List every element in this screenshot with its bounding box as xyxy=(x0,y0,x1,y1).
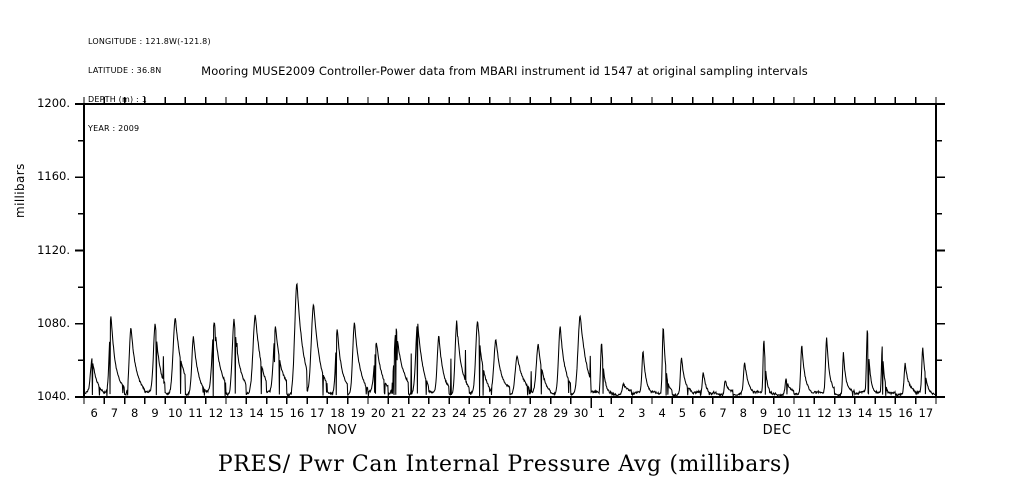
y-tick-label: 1160. xyxy=(37,169,70,184)
data-trace-layer xyxy=(84,282,936,397)
x-tick-label: 18 xyxy=(330,406,345,420)
x-tick-label: 23 xyxy=(431,406,447,420)
y-tick-label: 1200. xyxy=(37,96,70,110)
x-tick-label: 15 xyxy=(269,406,285,420)
x-tick-label: 5 xyxy=(678,406,687,420)
x-tick-label: 10 xyxy=(167,406,183,420)
x-tick-label: 14 xyxy=(249,406,264,420)
x-tick-label: 19 xyxy=(350,406,366,420)
x-tick-label: 17 xyxy=(309,406,325,420)
x-tick-label: 25 xyxy=(472,406,487,420)
x-tick-label: 13 xyxy=(837,406,853,420)
x-tick-label: 29 xyxy=(553,406,569,420)
x-tick-label: 26 xyxy=(492,406,508,420)
x-tick-label: 9 xyxy=(759,406,768,420)
x-tick-label: 11 xyxy=(188,406,203,420)
month-label-nov: NOV xyxy=(326,423,358,438)
y-tick-label: 1080. xyxy=(37,315,70,330)
x-tick-label: 1 xyxy=(597,406,605,420)
x-tick-label: 15 xyxy=(877,406,893,420)
x-tick-label: 7 xyxy=(110,406,119,420)
x-tick-label: 13 xyxy=(228,406,244,420)
metadata-longitude: LONGITUDE : 121.8W(-121.8) xyxy=(88,37,211,47)
metadata-latitude: LATITUDE : 36.8N xyxy=(88,65,162,75)
x-tick-label: 12 xyxy=(208,406,224,420)
x-tick-label: 17 xyxy=(918,406,934,420)
x-tick-label: 4 xyxy=(658,406,666,420)
x-tick-label: 2 xyxy=(617,406,626,420)
x-tick-label: 14 xyxy=(857,406,873,420)
chart-caption: PRES/ Pwr Can Internal Pressure Avg (mil… xyxy=(217,452,792,477)
x-tick-label: 28 xyxy=(533,406,548,420)
y-tick-label: 1120. xyxy=(37,242,70,257)
x-tick-label: 8 xyxy=(739,406,747,420)
x-tick-label: 22 xyxy=(411,406,427,420)
x-tick-label: 10 xyxy=(776,406,792,420)
pressure-trace xyxy=(84,282,936,397)
metadata-year: YEAR : 2009 xyxy=(88,123,140,133)
x-tick-label: 6 xyxy=(699,406,707,420)
x-tick-label: 12 xyxy=(817,406,832,420)
x-tick-label: 16 xyxy=(289,406,305,420)
y-tick-label: 1040. xyxy=(37,389,70,403)
axis-layer xyxy=(75,97,945,408)
x-tick-label: 27 xyxy=(512,406,528,420)
x-tick-label: 20 xyxy=(370,406,386,420)
x-tick-label: 16 xyxy=(898,406,913,420)
chart-title: Mooring MUSE2009 Controller-Power data f… xyxy=(201,64,808,78)
x-tick-label: 8 xyxy=(131,406,139,420)
x-tick-label: 21 xyxy=(391,406,406,420)
x-tick-label: 24 xyxy=(451,406,467,420)
x-tick-label: 6 xyxy=(90,406,98,420)
x-tick-label: 3 xyxy=(638,406,646,420)
x-tick-label: 7 xyxy=(719,406,727,420)
month-label-dec: DEC xyxy=(762,423,792,438)
x-tick-label: 11 xyxy=(796,406,812,420)
x-tick-label: 9 xyxy=(151,406,159,420)
x-tick-label: 30 xyxy=(573,406,589,420)
